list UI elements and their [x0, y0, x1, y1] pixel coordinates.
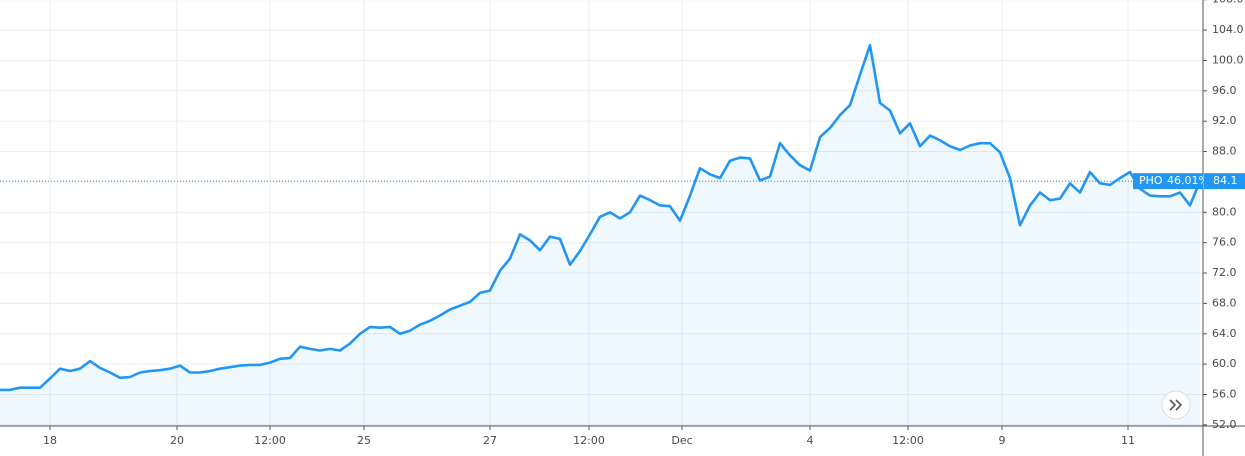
y-tick-label: 108.0 — [1212, 0, 1244, 6]
y-tick-label: 92.0 — [1212, 114, 1237, 127]
y-tick-label: 56.0 — [1212, 387, 1237, 400]
line — [0, 43, 1202, 392]
scroll-icon — [1169, 399, 1183, 411]
series-label-box — [1133, 173, 1203, 190]
x-tick-label: 27 — [483, 434, 497, 447]
y-tick-label: 64.0 — [1212, 327, 1237, 340]
last-price-label: 84.1 — [1213, 174, 1238, 187]
y-tick-label: 88.0 — [1212, 145, 1237, 158]
y-tick-label: 100.0 — [1212, 53, 1244, 66]
x-tick-label: 12:00 — [892, 434, 924, 447]
grid — [0, 0, 1203, 426]
y-tick-label: 104.0 — [1212, 23, 1244, 36]
plot — [0, 43, 1203, 426]
x-tick-label: 4 — [807, 434, 814, 447]
x-tick-label: Dec — [671, 434, 692, 447]
x-tick-label: 9 — [999, 434, 1006, 447]
y-tick-label: 60.0 — [1212, 357, 1237, 370]
x-tick-label: 20 — [170, 434, 184, 447]
area — [0, 45, 1200, 426]
x-tick-label: 18 — [43, 434, 57, 447]
y-tick-label: 80.0 — [1212, 205, 1237, 218]
change-label: 46.01% — [1167, 174, 1209, 187]
y-tick-label: 68.0 — [1212, 296, 1237, 309]
y-tick-label: 96.0 — [1212, 84, 1237, 97]
scroll-button[interactable] — [1161, 390, 1191, 420]
y-tick-label: 52.0 — [1212, 418, 1237, 431]
x-tick-label: 25 — [357, 434, 371, 447]
axes: 52.056.060.064.068.072.076.080.084.088.0… — [43, 0, 1245, 447]
x-tick-label: 11 — [1121, 434, 1135, 447]
series-name-label: PHO — [1139, 174, 1163, 187]
x-tick-label: 12:00 — [573, 434, 605, 447]
last-price-box — [1204, 173, 1245, 190]
y-tick-label: 76.0 — [1212, 236, 1237, 249]
x-tick-label: 12:00 — [254, 434, 286, 447]
y-tick-label: 72.0 — [1212, 266, 1237, 279]
